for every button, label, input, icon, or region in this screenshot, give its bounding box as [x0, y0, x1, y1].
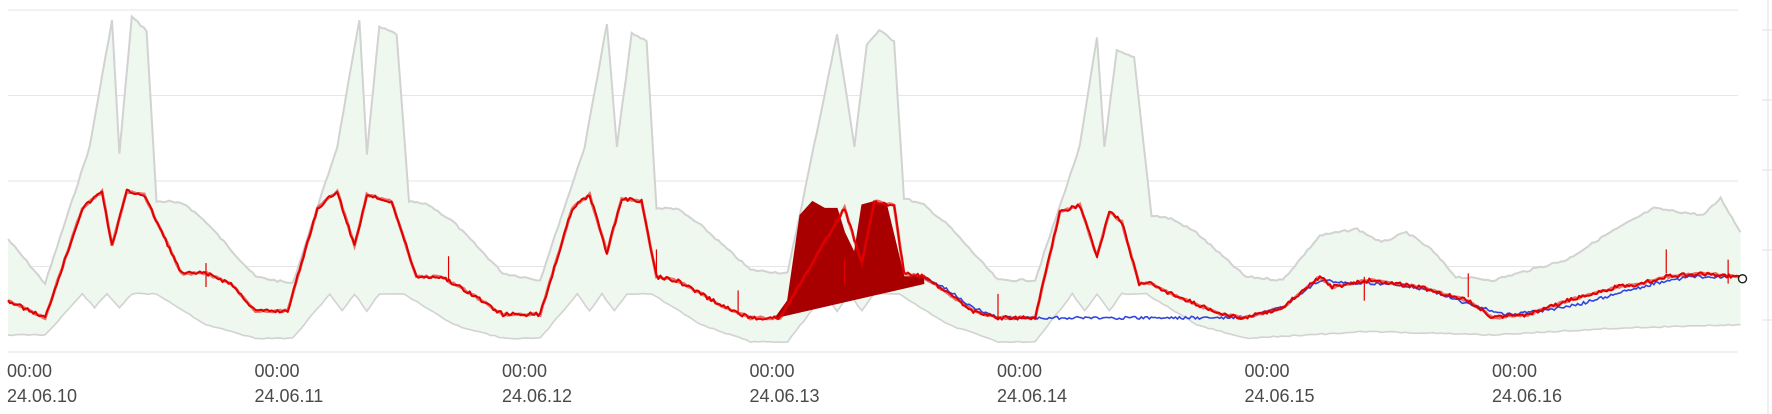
baseline-line: [923, 274, 1729, 321]
x-axis: 00:00 24.06.10 00:00 24.06.11 00:00 24.06.12 0…: [7, 361, 1562, 406]
band-upper-line: [7, 14, 1742, 286]
x-tick-date-3: 24.06.13: [750, 386, 820, 406]
x-tick-date-4: 24.06.14: [997, 386, 1067, 406]
end-marker: [1737, 274, 1748, 284]
x-tick-date-2: 24.06.12: [502, 386, 572, 406]
x-tick-time-0: 00:00: [7, 361, 52, 381]
x-tick-time-6: 00:00: [1492, 361, 1537, 381]
x-tick-time-5: 00:00: [1245, 361, 1290, 381]
current-line-thick: [7, 187, 1741, 321]
x-tick-time-1: 00:00: [255, 361, 300, 381]
series-lines: [7, 187, 1748, 321]
x-tick-date-5: 24.06.15: [1245, 386, 1315, 406]
x-tick-time-2: 00:00: [502, 361, 547, 381]
x-tick-date-6: 24.06.16: [1492, 386, 1562, 406]
x-tick-time-4: 00:00: [997, 361, 1042, 381]
current-dense-area: [774, 200, 925, 319]
x-tick-date-1: 24.06.11: [255, 386, 324, 406]
band-fill: [8, 16, 1741, 342]
x-tick-date-0: 24.06.10: [7, 386, 77, 406]
right-panel-edge: [1762, 0, 1772, 414]
x-tick-time-3: 00:00: [750, 361, 795, 381]
